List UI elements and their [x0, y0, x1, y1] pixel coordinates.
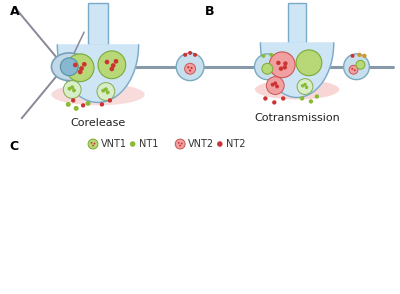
Circle shape	[73, 63, 78, 67]
Circle shape	[187, 66, 190, 68]
Ellipse shape	[52, 53, 87, 81]
Circle shape	[108, 98, 112, 103]
Text: NT1: NT1	[138, 139, 158, 149]
Circle shape	[176, 53, 204, 81]
Circle shape	[349, 65, 358, 74]
Circle shape	[175, 139, 185, 149]
Circle shape	[60, 58, 78, 76]
Circle shape	[66, 102, 71, 107]
Circle shape	[266, 77, 284, 94]
Circle shape	[269, 53, 273, 57]
Circle shape	[68, 87, 72, 91]
Circle shape	[66, 54, 94, 82]
Circle shape	[262, 54, 265, 58]
Text: B: B	[205, 5, 214, 18]
Circle shape	[185, 63, 196, 74]
Circle shape	[254, 54, 280, 80]
Circle shape	[303, 83, 307, 86]
Circle shape	[283, 61, 288, 66]
Circle shape	[105, 60, 109, 64]
Circle shape	[98, 51, 126, 79]
Circle shape	[189, 69, 191, 72]
Text: C: C	[10, 140, 19, 153]
Circle shape	[350, 54, 354, 58]
Circle shape	[72, 88, 76, 92]
Text: NT2: NT2	[226, 139, 245, 149]
Circle shape	[91, 142, 92, 144]
Circle shape	[269, 52, 295, 78]
Circle shape	[97, 83, 115, 101]
Circle shape	[86, 101, 90, 106]
Text: Corelease: Corelease	[70, 118, 126, 128]
Circle shape	[114, 59, 118, 64]
Text: VNT2: VNT2	[188, 139, 214, 149]
Circle shape	[79, 66, 84, 71]
Circle shape	[181, 143, 182, 144]
Circle shape	[190, 67, 193, 69]
Circle shape	[272, 100, 276, 105]
Circle shape	[183, 53, 187, 57]
Circle shape	[356, 60, 365, 69]
Circle shape	[309, 99, 313, 103]
Text: Cotransmission: Cotransmission	[254, 113, 340, 123]
Circle shape	[110, 66, 114, 71]
Circle shape	[217, 141, 222, 147]
Circle shape	[300, 96, 304, 101]
Circle shape	[104, 87, 108, 91]
Circle shape	[100, 102, 104, 107]
Bar	[288, 3, 306, 43]
Circle shape	[354, 69, 356, 71]
Circle shape	[130, 141, 136, 147]
Circle shape	[74, 106, 79, 111]
Circle shape	[70, 85, 74, 89]
Circle shape	[106, 91, 110, 94]
Circle shape	[279, 66, 283, 71]
Polygon shape	[260, 43, 334, 98]
Circle shape	[275, 84, 279, 88]
Circle shape	[71, 98, 75, 103]
Circle shape	[82, 62, 87, 67]
Circle shape	[262, 63, 273, 74]
Circle shape	[301, 84, 304, 88]
Circle shape	[63, 81, 81, 98]
Circle shape	[88, 139, 98, 149]
Circle shape	[81, 103, 85, 108]
Text: VNT1: VNT1	[101, 139, 127, 149]
Circle shape	[178, 142, 180, 144]
Circle shape	[193, 53, 197, 57]
Circle shape	[283, 65, 287, 70]
Circle shape	[92, 145, 94, 146]
Circle shape	[111, 63, 116, 68]
Circle shape	[281, 96, 285, 101]
Circle shape	[94, 143, 95, 144]
Circle shape	[362, 54, 367, 58]
Bar	[88, 3, 108, 45]
Circle shape	[179, 145, 181, 146]
Circle shape	[357, 53, 362, 57]
Circle shape	[273, 81, 277, 85]
Ellipse shape	[51, 83, 145, 105]
Text: A: A	[10, 5, 20, 18]
Ellipse shape	[255, 80, 339, 99]
Circle shape	[344, 54, 369, 80]
Circle shape	[296, 50, 322, 76]
Circle shape	[305, 86, 308, 89]
Circle shape	[263, 96, 268, 101]
Circle shape	[351, 68, 353, 70]
Circle shape	[101, 89, 105, 93]
Circle shape	[276, 61, 280, 65]
Circle shape	[297, 79, 313, 94]
Circle shape	[315, 94, 319, 99]
Circle shape	[78, 70, 82, 74]
Circle shape	[271, 83, 274, 87]
Polygon shape	[57, 45, 138, 102]
Circle shape	[188, 51, 192, 55]
